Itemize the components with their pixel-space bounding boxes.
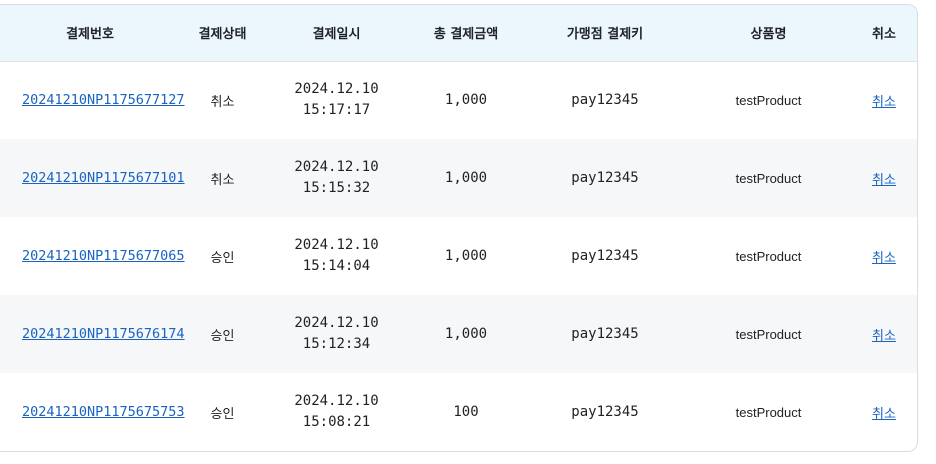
time-text: 15:12:34 xyxy=(302,336,371,352)
product-cell: testProduct xyxy=(735,404,802,420)
time-text: 15:14:04 xyxy=(302,258,371,274)
date-text: 2024.12.10 xyxy=(294,393,379,409)
table-row: 20241210NP1175677101 취소 2024.12.10 15:15:… xyxy=(0,139,917,217)
cancel-cell: 취소 xyxy=(851,139,917,217)
status-text: 승인 xyxy=(210,328,235,344)
status-cell: 승인 xyxy=(180,373,265,451)
header-row: 결제번호 결제상태 결제일시 총 결제금액 가맹점 결제키 상품명 취소 xyxy=(0,5,917,62)
amount-cell: 1,000 xyxy=(444,248,488,264)
merchant-key-cell: pay12345 xyxy=(571,404,639,420)
table-row: 20241210NP1175675753 승인 2024.12.10 15:08:… xyxy=(0,373,917,451)
col-header-cancel: 취소 xyxy=(851,5,917,62)
table-body: 20241210NP1175677127 취소 2024.12.10 15:17:… xyxy=(0,61,917,451)
status-text: 승인 xyxy=(210,406,235,422)
amount-cell: 1,000 xyxy=(444,170,488,186)
datetime-cell: 2024.12.10 15:12:34 xyxy=(265,295,408,373)
product-cell: testProduct xyxy=(735,326,802,342)
payment-id-cell: 20241210NP1175677127 xyxy=(0,61,185,139)
payment-table-container: 결제번호 결제상태 결제일시 총 결제금액 가맹점 결제키 상품명 취소 202… xyxy=(0,4,918,452)
status-cell: 취소 xyxy=(180,139,265,217)
table-row: 20241210NP1175677065 승인 2024.12.10 15:14:… xyxy=(0,217,917,295)
cancel-cell: 취소 xyxy=(851,295,917,373)
date-text: 2024.12.10 xyxy=(294,315,379,331)
payment-id-cell: 20241210NP1175676174 xyxy=(0,295,185,373)
payment-table: 결제번호 결제상태 결제일시 총 결제금액 가맹점 결제키 상품명 취소 202… xyxy=(0,5,917,451)
status-text: 승인 xyxy=(210,250,235,266)
status-cell: 승인 xyxy=(180,217,265,295)
time-text: 15:17:17 xyxy=(302,102,371,119)
status-text: 취소 xyxy=(210,172,235,188)
amount-cell: 1,000 xyxy=(444,326,488,342)
merchant-key-cell: pay12345 xyxy=(571,248,639,264)
merchant-key-cell: pay12345 xyxy=(571,326,639,342)
time-text: 15:15:32 xyxy=(302,180,371,196)
datetime-cell: 2024.12.10 15:15:32 xyxy=(265,139,408,217)
cancel-link[interactable]: 취소 xyxy=(872,250,896,266)
time-text: 15:08:21 xyxy=(302,414,371,430)
table-row: 20241210NP1175676174 승인 2024.12.10 15:12:… xyxy=(0,295,917,373)
datetime-cell: 2024.12.10 15:17:17 xyxy=(265,61,408,139)
product-cell: testProduct xyxy=(735,170,802,186)
table-row: 20241210NP1175677127 취소 2024.12.10 15:17:… xyxy=(0,61,917,139)
datetime-cell: 2024.12.10 15:14:04 xyxy=(265,217,408,295)
status-text: 취소 xyxy=(210,94,235,110)
table-header: 결제번호 결제상태 결제일시 총 결제금액 가맹점 결제키 상품명 취소 xyxy=(0,5,917,62)
product-cell: testProduct xyxy=(735,92,802,108)
cancel-link[interactable]: 취소 xyxy=(872,172,896,188)
col-header-payment-id: 결제번호 xyxy=(0,5,180,62)
col-header-datetime: 결제일시 xyxy=(265,5,408,62)
cancel-cell: 취소 xyxy=(851,217,917,295)
product-cell: testProduct xyxy=(735,248,802,264)
cancel-cell: 취소 xyxy=(851,61,917,139)
cancel-link[interactable]: 취소 xyxy=(872,328,896,344)
payment-id-link[interactable]: 20241210NP1175677127 xyxy=(22,92,185,109)
payment-id-link[interactable]: 20241210NP1175676174 xyxy=(22,326,185,342)
cancel-link[interactable]: 취소 xyxy=(872,406,896,422)
cancel-cell: 취소 xyxy=(851,373,917,451)
datetime-cell: 2024.12.10 15:08:21 xyxy=(265,373,408,451)
payment-id-cell: 20241210NP1175675753 xyxy=(0,373,185,451)
date-text: 2024.12.10 xyxy=(294,159,379,175)
status-cell: 승인 xyxy=(180,295,265,373)
payment-id-link[interactable]: 20241210NP1175677101 xyxy=(22,170,185,186)
col-header-merchant-key: 가맹점 결제키 xyxy=(524,5,686,62)
col-header-product: 상품명 xyxy=(686,5,851,62)
col-header-amount: 총 결제금액 xyxy=(408,5,524,62)
payment-id-link[interactable]: 20241210NP1175677065 xyxy=(22,248,185,264)
payment-id-link[interactable]: 20241210NP1175675753 xyxy=(22,404,185,420)
cancel-link[interactable]: 취소 xyxy=(872,94,896,110)
status-cell: 취소 xyxy=(180,61,265,139)
col-header-status: 결제상태 xyxy=(180,5,265,62)
payment-id-cell: 20241210NP1175677065 xyxy=(0,217,185,295)
amount-cell: 1,000 xyxy=(444,92,488,109)
merchant-key-cell: pay12345 xyxy=(571,170,639,186)
date-text: 2024.12.10 xyxy=(294,81,379,98)
date-text: 2024.12.10 xyxy=(294,237,379,253)
amount-cell: 100 xyxy=(453,404,479,420)
payment-id-cell: 20241210NP1175677101 xyxy=(0,139,185,217)
merchant-key-cell: pay12345 xyxy=(571,92,639,109)
